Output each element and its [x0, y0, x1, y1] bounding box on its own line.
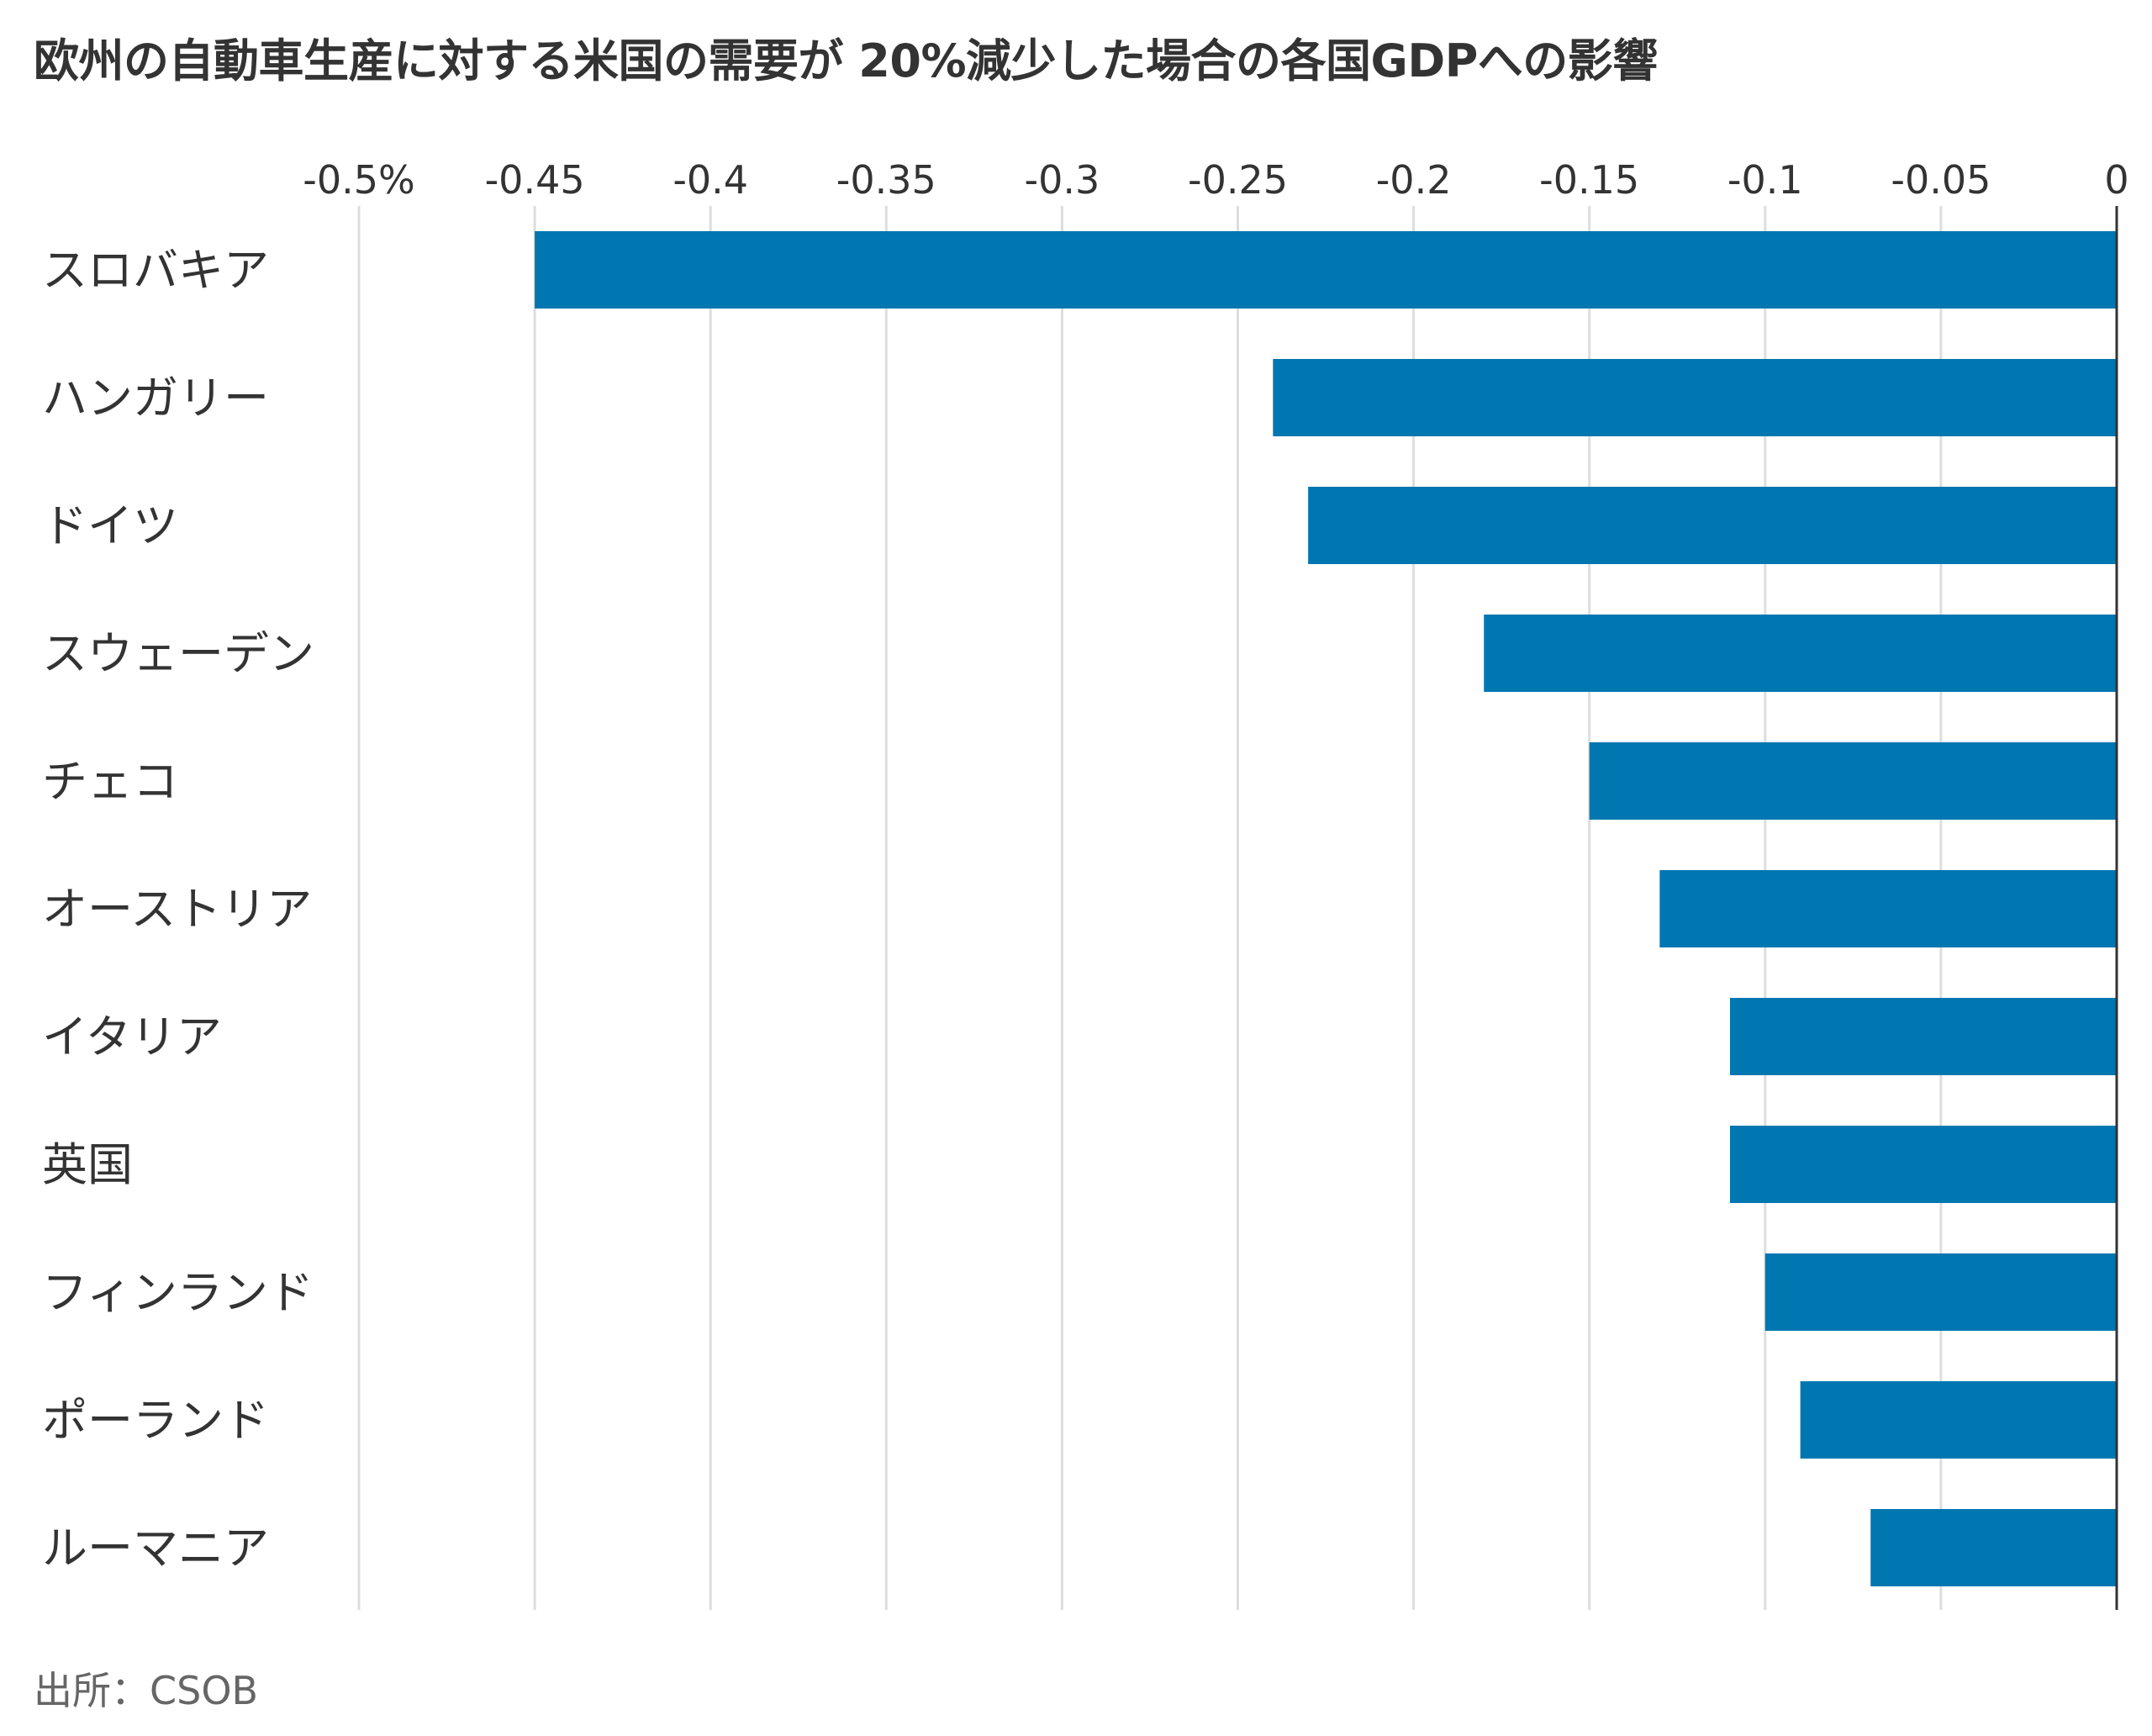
x-tick-label: -0.25: [1188, 157, 1288, 203]
bar: [1308, 487, 2117, 564]
category-label: ルーマニア: [42, 1522, 269, 1575]
x-tick-label: 0: [2104, 157, 2128, 203]
category-label: チェコ: [42, 755, 178, 808]
category-label: 英国: [42, 1138, 133, 1191]
source-note: 出所：CSOB: [34, 1668, 259, 1713]
bar: [1764, 1253, 2117, 1331]
category-label: ハンガリー: [42, 372, 269, 425]
category-label: ポーランド: [42, 1394, 269, 1447]
x-tick-label: -0.35: [836, 157, 936, 203]
x-tick-label: -0.45: [485, 157, 585, 203]
bar: [1589, 742, 2117, 820]
bar: [1273, 359, 2117, 436]
category-label: スウェーデン: [42, 627, 314, 680]
x-tick-label: -0.05: [1891, 157, 1991, 203]
bar: [1729, 1126, 2117, 1203]
bar: [535, 231, 2117, 309]
bars: [535, 231, 2117, 1586]
category-label: フィンランド: [42, 1266, 314, 1319]
x-tick-label: -0.2: [1376, 157, 1452, 203]
x-tick-label: -0.15: [1539, 157, 1639, 203]
bar: [1870, 1509, 2117, 1586]
x-axis-ticks: -0.5% -0.45 -0.4 -0.35 -0.3 -0.25 -0.2 -0.15 -0.…: [303, 157, 2128, 203]
x-tick-label: -0.4: [672, 157, 748, 203]
x-tick-label: -0.1: [1727, 157, 1803, 203]
category-label: イタリア: [42, 1010, 222, 1063]
bar: [1729, 998, 2117, 1075]
x-tick-label: -0.3: [1025, 157, 1100, 203]
x-tick-label: -0.5%: [303, 157, 414, 203]
category-labels: スロバキアハンガリードイツスウェーデンチェコオーストリアイタリア英国フィンランド…: [42, 244, 314, 1575]
category-label: スロバキア: [42, 244, 269, 297]
bar: [1659, 870, 2117, 947]
category-label: オーストリア: [42, 883, 312, 936]
bar: [1800, 1381, 2117, 1459]
chart-title: 欧州の自動車生産に対する米国の需要が 20%減少した場合の各国GDPへの影響: [34, 34, 1658, 87]
bar: [1484, 615, 2117, 692]
category-label: ドイツ: [42, 499, 178, 552]
